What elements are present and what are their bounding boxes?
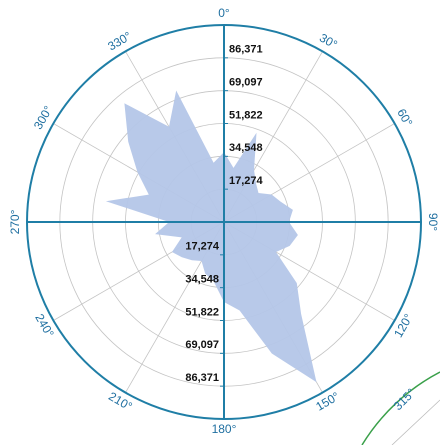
outer-circle [26, 24, 422, 420]
r-tick-label: 69,097 [229, 77, 263, 89]
r-tick-label: 51,822 [185, 306, 219, 318]
r-tick-label: 86,371 [229, 44, 263, 56]
neighbor-arc [361, 371, 440, 445]
angle-label: 30° [317, 31, 340, 52]
angle-label: 120° [391, 311, 416, 340]
angle-label: 90° [426, 213, 440, 231]
r-tick-label: 51,822 [229, 109, 263, 121]
r-tick-label: 69,097 [185, 339, 219, 351]
r-tick-label: 86,371 [185, 372, 219, 384]
rose-area [105, 90, 317, 383]
neighbor-line [391, 399, 440, 445]
angle-label: 270° [8, 209, 22, 234]
angle-label: 150° [313, 389, 342, 414]
r-tick-label: 17,274 [229, 175, 264, 187]
neighbor-label: 315° [391, 386, 419, 414]
r-tick-label: 34,548 [229, 142, 263, 154]
angle-label: 0° [218, 6, 230, 20]
r-tick-label: 34,548 [185, 274, 219, 286]
angle-label: 60° [394, 106, 415, 129]
angle-label: 240° [32, 311, 57, 340]
angle-label: 180° [212, 422, 237, 436]
angle-label: 210° [106, 389, 135, 414]
r-tick-label: 17,274 [185, 241, 220, 253]
